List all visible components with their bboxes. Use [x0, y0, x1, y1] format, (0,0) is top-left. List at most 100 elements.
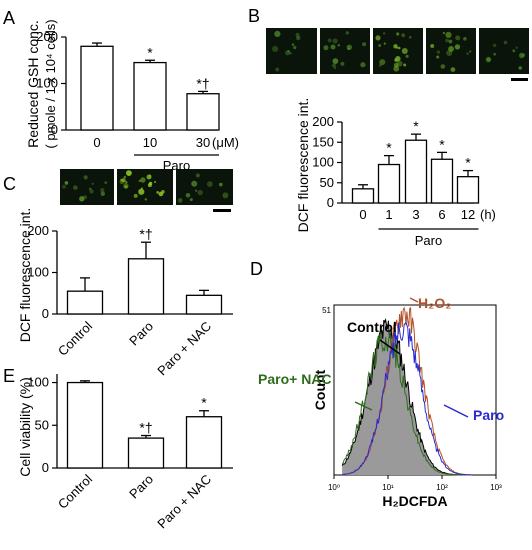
y-tick-label: 100	[27, 265, 49, 280]
y-tick-label: 100	[36, 76, 58, 91]
cell-speck	[515, 46, 518, 49]
cell-speck	[521, 53, 526, 57]
cell-speck	[64, 181, 69, 185]
series-arrow	[379, 339, 401, 355]
cell-speck	[436, 50, 441, 54]
bar-12	[456, 176, 480, 204]
y-tick-label: 0	[42, 306, 49, 321]
cell-speck	[403, 63, 407, 67]
significance-mark: *	[439, 136, 445, 152]
micrograph-row-b	[266, 28, 529, 81]
cell-speck	[442, 31, 445, 35]
panel-letter-d: D	[250, 259, 263, 279]
y-tick-label: 0	[51, 122, 58, 137]
cell-speck	[177, 198, 183, 203]
cell-speck	[138, 188, 145, 195]
cell-speck	[397, 46, 401, 50]
cell-speck	[362, 42, 367, 47]
cell-speck	[100, 188, 105, 193]
cell-speck	[133, 193, 138, 198]
y-tick-label: 50	[320, 175, 334, 190]
cell-speck	[383, 42, 386, 45]
y-tick-label: 200	[312, 114, 334, 129]
cell-speck	[83, 195, 88, 200]
series-label: Paro	[473, 407, 504, 423]
cell-speck	[291, 43, 295, 46]
x-tick-label: 0	[93, 135, 100, 150]
cell-speck	[486, 57, 491, 62]
cell-speck	[405, 54, 409, 58]
y-tick-label: 150	[312, 134, 334, 149]
cell-speck	[79, 196, 85, 202]
x-tick-label: 10²	[436, 483, 448, 492]
bar-0	[351, 188, 375, 204]
group-label: Paro	[415, 233, 442, 248]
x-unit-label: (μM)	[212, 135, 239, 150]
y-axis-subtitle: ( pmole / 1 x 10⁴ cells)	[43, 19, 58, 148]
cell-speck	[206, 181, 213, 188]
cell-speck	[104, 181, 108, 185]
series-label: Paro+ NAC	[258, 371, 332, 387]
bar-control	[66, 381, 104, 469]
cell-speck	[330, 44, 336, 50]
cell-speck	[272, 45, 279, 53]
bar-paro-nac	[185, 294, 223, 315]
cell-speck	[340, 61, 345, 66]
x-tick-label: Paro + NAC	[154, 472, 214, 532]
bar-6	[430, 158, 454, 204]
cell-speck	[88, 187, 92, 191]
scale-bar-c	[213, 209, 231, 212]
cell-speck	[154, 180, 157, 184]
cell-speck	[138, 179, 141, 182]
cell-speck	[62, 184, 66, 189]
x-tick-label: 1	[385, 207, 392, 222]
panel-letter-e: E	[3, 366, 15, 386]
cell-speck	[100, 191, 106, 196]
cell-speck	[347, 47, 350, 50]
cell-speck	[332, 38, 338, 44]
cell-speck	[89, 189, 94, 194]
micrograph-c-control	[60, 169, 114, 205]
y-tick-label: 200	[27, 223, 49, 238]
cell-speck	[455, 35, 461, 41]
cell-speck	[393, 44, 398, 49]
cell-speck	[125, 170, 132, 177]
cell-speck	[189, 198, 193, 202]
y-axis-title: Reduced GSH conc.	[25, 20, 41, 148]
cell-speck	[448, 39, 453, 44]
cell-speck	[440, 64, 446, 69]
x-tick-label: 12	[461, 207, 475, 222]
cell-speck	[378, 44, 382, 47]
histogram-line-3	[342, 321, 472, 476]
cell-speck	[446, 50, 453, 56]
x-unit-label: (h)	[480, 207, 496, 222]
x-tick-label: 10⁰	[328, 483, 340, 492]
cell-speck	[191, 180, 198, 187]
bar-1	[377, 163, 401, 204]
cell-speck	[401, 48, 408, 54]
cell-speck	[285, 50, 291, 56]
bar-0	[80, 45, 114, 131]
y-tick-label: 50	[35, 417, 49, 432]
cell-speck	[345, 31, 349, 35]
cell-speck	[448, 46, 454, 52]
cell-speck	[408, 35, 412, 39]
x-tick-label: 10³	[490, 483, 502, 492]
cell-speck	[121, 178, 126, 183]
cell-speck	[195, 189, 198, 192]
cell-speck	[289, 52, 292, 55]
x-axis-title: H₂DCFDA	[382, 493, 447, 509]
y-tick-label: 51	[322, 306, 331, 315]
cell-speck	[197, 189, 203, 196]
panel-letter-a: A	[3, 8, 15, 28]
cell-speck	[450, 67, 456, 72]
cell-speck	[396, 32, 400, 36]
bar-30	[186, 93, 220, 131]
cell-speck	[379, 59, 386, 66]
cell-speck	[401, 33, 406, 38]
cell-speck	[146, 174, 152, 180]
x-tick-label: 10¹	[382, 483, 394, 492]
x-tick-label: Paro	[126, 472, 156, 502]
